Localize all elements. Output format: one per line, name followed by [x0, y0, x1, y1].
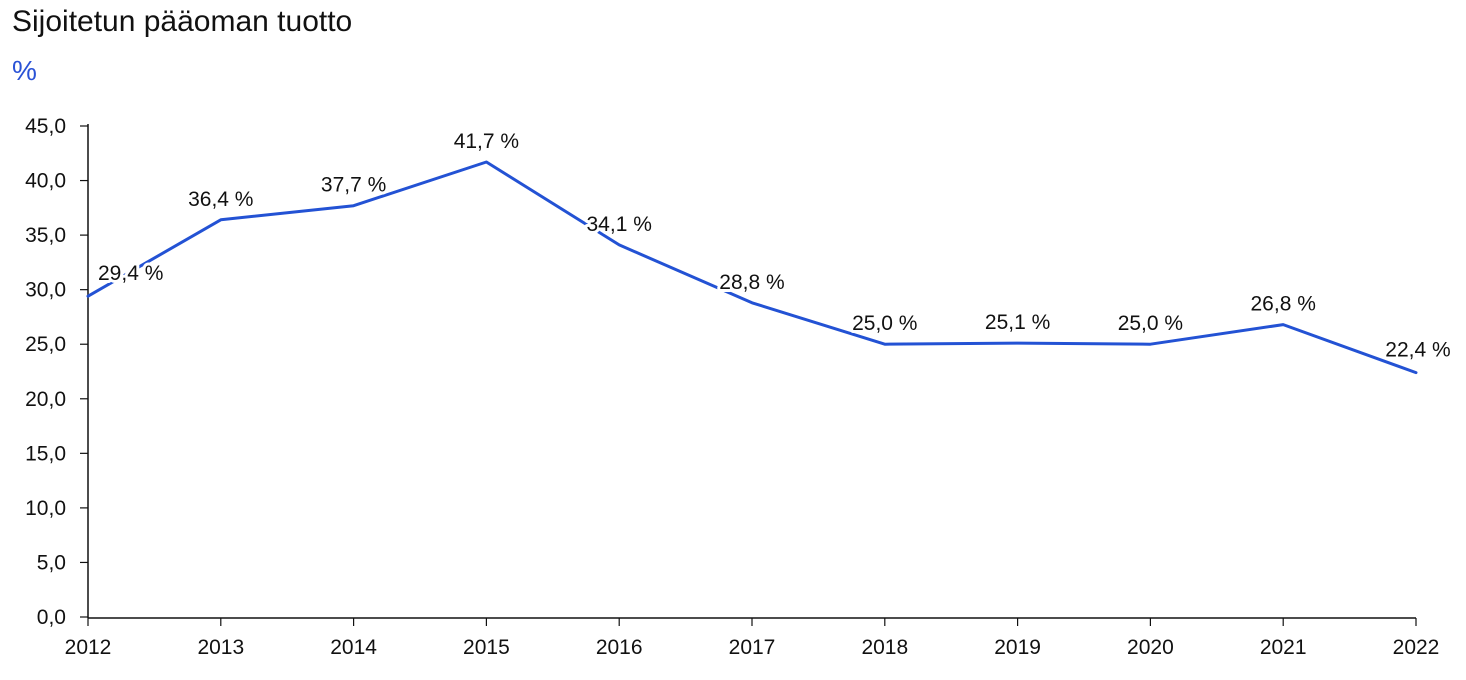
y-tick-label: 35,0 — [25, 224, 66, 247]
data-label: 25,0 % — [1118, 312, 1183, 335]
y-tick-label: 45,0 — [25, 115, 66, 138]
data-label: 41,7 % — [454, 130, 519, 153]
y-tick-label: 15,0 — [25, 442, 66, 465]
x-tick-label: 2020 — [1127, 636, 1174, 659]
y-tick-label: 5,0 — [37, 551, 66, 574]
data-label: 28,8 % — [719, 271, 784, 294]
data-label: 25,1 % — [985, 311, 1050, 334]
series-line — [86, 160, 1418, 375]
x-axis: 2012 2013 2014 2015 2016 2017 2018 2019 2020 2021… — [65, 617, 1440, 659]
chart-title: Sijoitetun pääoman tuotto — [12, 5, 353, 38]
x-tick-label: 2017 — [729, 636, 776, 659]
data-label: 22,4 % — [1385, 339, 1450, 362]
data-label: 25,0 % — [852, 312, 917, 335]
y-tick-label: 30,0 — [25, 279, 66, 302]
x-tick-label: 2013 — [197, 636, 244, 659]
y-axis: 0,0 5,0 10,0 15,0 20,0 25,0 30,0 35,0 40,0 45,0 — [25, 115, 89, 629]
y-axis-unit-label: % — [12, 55, 37, 86]
x-tick-label: 2016 — [596, 636, 643, 659]
x-tick-label: 2019 — [994, 636, 1041, 659]
x-tick-label: 2022 — [1393, 636, 1440, 659]
x-axis-ticks: 2012 2013 2014 2015 2016 2017 2018 2019 2020 2021… — [65, 618, 1440, 659]
x-tick-label: 2015 — [463, 636, 510, 659]
y-tick-label: 0,0 — [37, 606, 66, 629]
data-label: 29,4 % — [98, 262, 163, 285]
y-axis-ticks: 0,0 5,0 10,0 15,0 20,0 25,0 30,0 35,0 40,0 45,0 — [25, 115, 88, 629]
x-tick-label: 2012 — [65, 636, 112, 659]
x-tick-label: 2021 — [1260, 636, 1307, 659]
data-labels: 29,4 % 36,4 % 37,7 % 41,7 % 34,1 % 28,8 % 25,0… — [95, 127, 1454, 365]
data-label: 34,1 % — [587, 213, 652, 236]
y-tick-label: 10,0 — [25, 497, 66, 520]
x-tick-label: 2018 — [861, 636, 908, 659]
data-label: 26,8 % — [1251, 293, 1316, 316]
x-tick-label: 2014 — [330, 636, 377, 659]
y-tick-label: 20,0 — [25, 388, 66, 411]
data-label: 37,7 % — [321, 174, 386, 197]
y-tick-label: 40,0 — [25, 170, 66, 193]
series-group — [86, 160, 1418, 375]
data-label: 36,4 % — [188, 188, 253, 211]
y-tick-label: 25,0 — [25, 333, 66, 356]
